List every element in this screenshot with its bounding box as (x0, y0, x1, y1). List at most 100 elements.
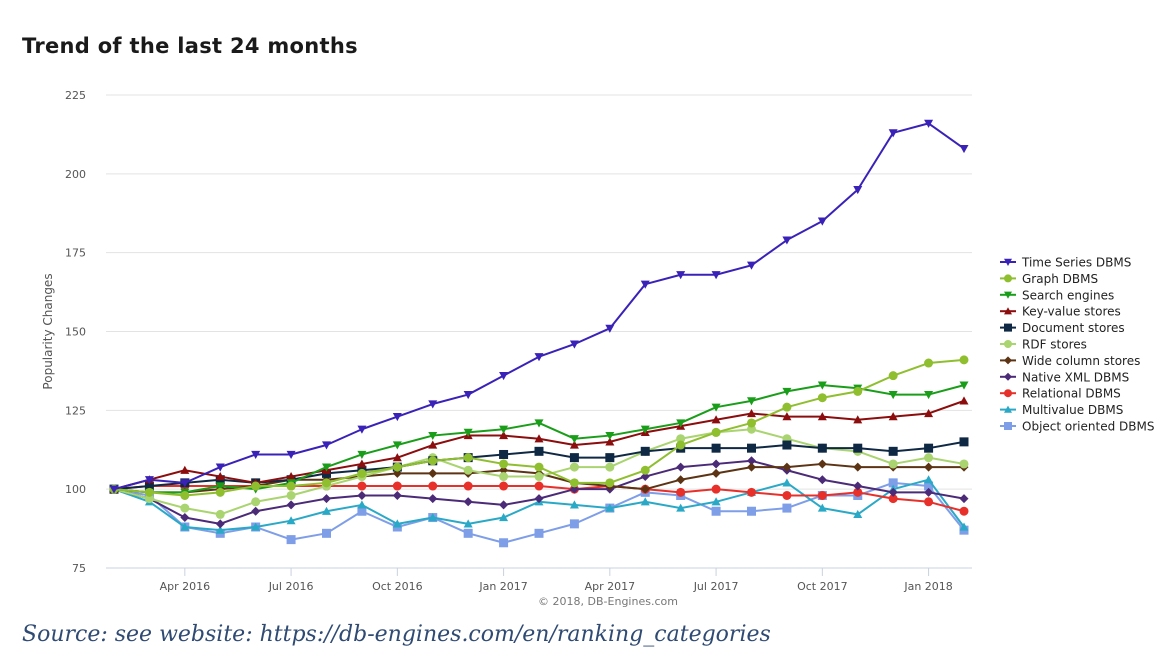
line-chart: 75 100 125 150 175 200 225 Apr 2016 Jul 2016 Oct … (41, 89, 1154, 608)
data-point (676, 503, 686, 512)
data-point (569, 462, 579, 472)
data-point (534, 419, 544, 428)
y-tick-label: 150 (65, 326, 86, 339)
data-point (428, 468, 438, 478)
data-point (747, 462, 756, 472)
data-point (534, 494, 544, 504)
y-axis-label: Popularity Changes (41, 273, 55, 389)
data-point (853, 509, 863, 518)
data-point (534, 434, 544, 443)
data-point (853, 443, 863, 453)
data-point (499, 465, 509, 475)
data-point (640, 446, 650, 456)
data-point (499, 425, 509, 434)
data-point (286, 535, 296, 545)
y-tick-label: 200 (65, 168, 86, 181)
data-point (499, 449, 509, 459)
chart-axes: 75 100 125 150 175 200 225 Apr 2016 Jul 2016 Oct … (65, 89, 972, 593)
legend-item-multivalue-dbms: Multivalue DBMS (1000, 403, 1123, 417)
page-title: Trend of the last 24 months (22, 34, 358, 58)
data-point (640, 280, 650, 289)
data-point (286, 500, 296, 510)
data-point (392, 490, 402, 500)
data-point (144, 487, 154, 497)
data-point (180, 513, 190, 523)
data-point (817, 217, 827, 226)
data-point (711, 468, 721, 478)
data-point (605, 462, 615, 472)
data-point (463, 465, 473, 475)
legend-marker (1004, 258, 1012, 266)
data-point (180, 479, 190, 488)
data-point (711, 497, 721, 506)
legend-label: Wide column stores (1022, 354, 1140, 368)
data-point (924, 497, 934, 507)
y-tick-label: 175 (65, 247, 86, 260)
data-point (392, 413, 402, 422)
data-point (357, 459, 367, 468)
data-point (676, 462, 686, 472)
data-point (357, 425, 367, 434)
data-point (428, 481, 438, 491)
data-point (888, 446, 898, 456)
data-point (322, 478, 331, 488)
data-point (392, 462, 402, 472)
data-point (747, 397, 756, 406)
legend-label: Native XML DBMS (1022, 370, 1129, 384)
y-tick-label: 100 (65, 483, 86, 496)
x-tick-label: Jan 2018 (903, 580, 952, 593)
data-point (144, 494, 154, 504)
legend-item-graph-dbms: Graph DBMS (1000, 272, 1098, 286)
data-point (747, 487, 756, 497)
data-point (499, 372, 509, 381)
data-point (286, 481, 296, 491)
legend-marker (1004, 356, 1012, 365)
chart-credit: © 2018, DB-Engines.com (538, 595, 678, 608)
data-point (357, 506, 367, 516)
data-point (924, 475, 934, 484)
legend-label: Object oriented DBMS (1022, 420, 1154, 434)
legend-label: Graph DBMS (1022, 272, 1098, 286)
legend-marker (1004, 405, 1012, 413)
legend-label: Multivalue DBMS (1022, 403, 1123, 417)
data-point (817, 381, 827, 390)
data-point (534, 528, 544, 538)
data-point (215, 487, 225, 497)
legend-item-relational-dbms: Relational DBMS (1000, 387, 1121, 401)
data-point (569, 500, 579, 509)
legend-item-document-stores: Document stores (1000, 321, 1125, 335)
legend-item-rdf-stores: RDF stores (1000, 338, 1087, 352)
data-point (286, 516, 296, 525)
data-point (463, 453, 473, 463)
data-point (569, 435, 579, 444)
legend-marker (1004, 389, 1012, 398)
data-point (215, 509, 225, 519)
data-point (853, 481, 863, 491)
data-point (499, 538, 509, 548)
data-point (605, 437, 615, 446)
data-point (853, 462, 863, 472)
data-point (959, 459, 969, 469)
data-point (605, 478, 615, 488)
data-point (711, 427, 721, 437)
data-point (463, 428, 473, 437)
data-point (215, 525, 225, 534)
data-point (782, 402, 792, 412)
data-point (428, 431, 438, 441)
data-point (569, 478, 579, 488)
data-point (534, 481, 544, 491)
legend-item-search-engines: Search engines (1000, 288, 1114, 302)
data-point (392, 453, 402, 462)
data-point (463, 390, 473, 400)
x-tick-label: Jul 2017 (693, 580, 739, 593)
data-point (711, 443, 721, 453)
data-point (782, 412, 792, 421)
x-tick-label: Oct 2016 (372, 580, 423, 593)
x-tick-label: Apr 2016 (160, 580, 211, 593)
y-tick-label: 125 (65, 404, 86, 417)
data-point (251, 481, 261, 491)
legend-marker (1004, 307, 1012, 315)
data-point (711, 459, 721, 469)
data-point (392, 519, 402, 528)
data-point (499, 513, 509, 522)
